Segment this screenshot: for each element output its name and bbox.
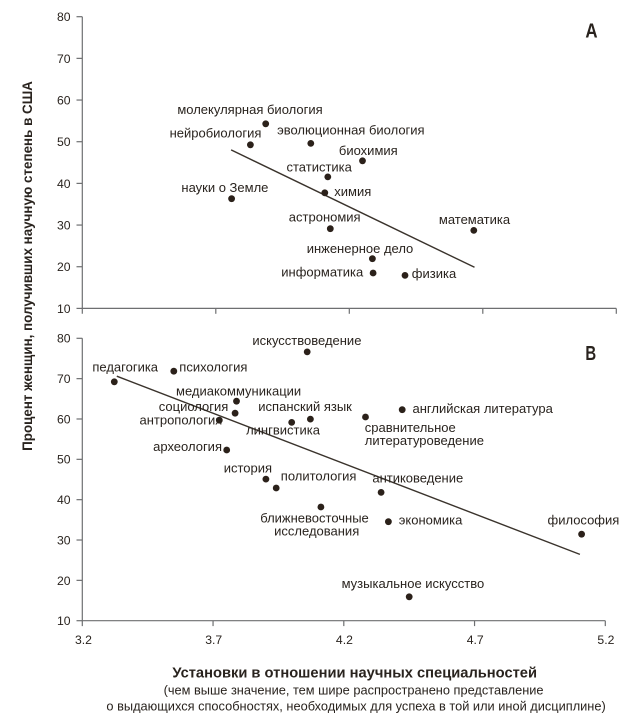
svg-text:антропология: антропология (139, 413, 222, 428)
svg-text:А: А (585, 21, 597, 43)
svg-text:медиакоммуникации: медиакоммуникации (176, 383, 301, 398)
svg-text:английская литература: английская литература (413, 401, 554, 416)
svg-text:70: 70 (57, 52, 71, 66)
svg-text:педагогика: педагогика (92, 360, 158, 375)
svg-text:археология: археология (153, 439, 222, 454)
svg-text:ближневосточные: ближневосточные (260, 510, 369, 525)
svg-text:30: 30 (57, 533, 71, 547)
svg-text:молекулярная биология: молекулярная биология (177, 102, 322, 117)
svg-text:музыкальное искусство: музыкальное искусство (342, 576, 485, 591)
svg-text:40: 40 (57, 177, 71, 191)
svg-text:статистика: статистика (287, 159, 353, 174)
svg-text:инженерное дело: инженерное дело (307, 241, 414, 256)
svg-text:4.7: 4.7 (467, 633, 484, 647)
svg-text:политология: политология (281, 468, 357, 483)
svg-text:60: 60 (57, 93, 71, 107)
svg-text:10: 10 (57, 302, 71, 316)
svg-text:20: 20 (57, 260, 71, 274)
svg-text:70: 70 (57, 372, 71, 386)
svg-text:исследования: исследования (274, 523, 359, 538)
svg-text:60: 60 (57, 412, 71, 426)
svg-text:4.2: 4.2 (336, 633, 353, 647)
svg-text:5.2: 5.2 (597, 633, 614, 647)
svg-text:50: 50 (57, 135, 71, 149)
svg-text:астрономия: астрономия (289, 209, 361, 224)
svg-text:психология: психология (179, 360, 247, 375)
svg-text:экономика: экономика (399, 513, 463, 528)
svg-text:история: история (224, 460, 272, 475)
svg-text:3.2: 3.2 (75, 633, 92, 647)
svg-text:50: 50 (57, 453, 71, 467)
svg-text:социология: социология (159, 399, 229, 414)
svg-text:30: 30 (57, 219, 71, 233)
svg-text:10: 10 (57, 614, 71, 628)
svg-text:о выдающихся способностях, нео: о выдающихся способностях, необходимых д… (106, 699, 605, 714)
svg-text:(чем выше значение, тем шире р: (чем выше значение, тем шире распростран… (164, 683, 544, 698)
svg-text:физика: физика (412, 266, 457, 281)
svg-text:сравнительное: сравнительное (365, 420, 456, 435)
svg-text:информатика: информатика (281, 264, 364, 279)
svg-text:эволюционная биология: эволюционная биология (277, 122, 425, 137)
svg-text:биохимия: биохимия (339, 143, 398, 158)
svg-text:науки о Земле: науки о Земле (181, 180, 268, 195)
svg-text:лингвистика: лингвистика (246, 423, 321, 438)
svg-text:антиковедение: антиковедение (372, 471, 463, 486)
svg-text:80: 80 (57, 10, 71, 24)
svg-text:нейробиология: нейробиология (170, 126, 262, 141)
svg-text:литературоведение: литературоведение (365, 433, 484, 448)
svg-text:математика: математика (439, 212, 511, 227)
svg-text:В: В (585, 343, 596, 365)
svg-text:80: 80 (57, 332, 71, 346)
svg-text:испанский язык: испанский язык (258, 399, 352, 414)
svg-text:химия: химия (334, 184, 371, 199)
svg-text:3.7: 3.7 (205, 633, 222, 647)
svg-text:40: 40 (57, 493, 71, 507)
svg-text:Процент женщин, получивших нау: Процент женщин, получивших научную степе… (20, 81, 35, 451)
svg-text:20: 20 (57, 574, 71, 588)
svg-text:Установки в отношении научных: Установки в отношении научных специально… (172, 666, 537, 682)
svg-text:философия: философия (548, 512, 620, 527)
svg-text:искусствоведение: искусствоведение (252, 333, 361, 348)
